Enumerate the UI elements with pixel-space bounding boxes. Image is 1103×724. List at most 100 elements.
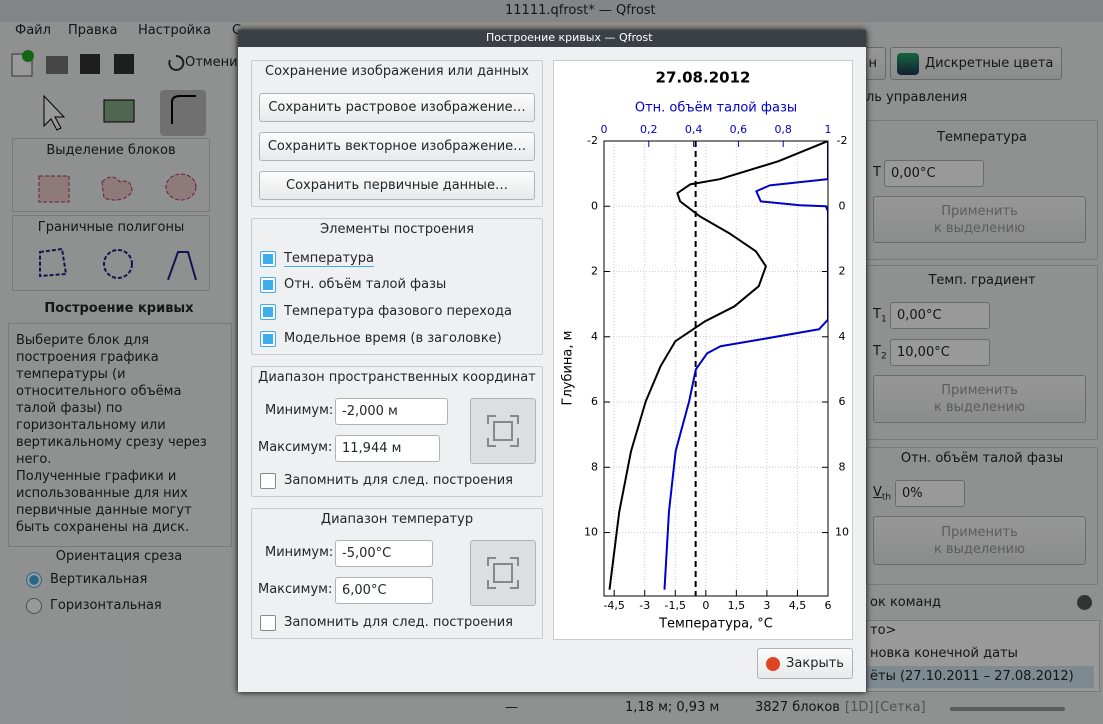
- description-line: талой фазы) по: [16, 401, 123, 416]
- x2-tick-label: 0,4: [685, 123, 703, 136]
- spinbox[interactable]: 0,00°C: [890, 302, 990, 329]
- description-box: [8, 323, 232, 547]
- radio[interactable]: [26, 598, 42, 614]
- panel-title: ль управления: [866, 90, 968, 105]
- x-tick-label: -1,5: [665, 599, 686, 612]
- menu-item[interactable]: Настройка: [138, 23, 211, 38]
- checkbox[interactable]: [260, 473, 276, 489]
- y-tick-label: 0: [591, 199, 598, 212]
- checkbox[interactable]: [260, 277, 276, 293]
- label: Vth: [873, 485, 891, 503]
- series-line: [663, 141, 828, 590]
- status-coords: 1,18 м; 0,93 м: [625, 700, 720, 715]
- button[interactable]: Сохранить первичные данные…: [259, 171, 535, 200]
- checkbox[interactable]: [260, 331, 276, 347]
- menu-item[interactable]: Правка: [68, 23, 118, 38]
- group-box: [866, 265, 1098, 440]
- chart-title: 27.08.2012: [656, 69, 751, 87]
- spinbox[interactable]: 0,00°C: [884, 160, 984, 187]
- fit-button[interactable]: [470, 398, 536, 464]
- undo-button[interactable]: Отмени: [185, 55, 238, 70]
- label: Применить: [941, 524, 1018, 540]
- description-line: вертикальному срезу через: [16, 435, 207, 450]
- v: V: [873, 485, 882, 500]
- command-item[interactable]: новка конечной даты: [870, 646, 1018, 661]
- zoom-slider[interactable]: [950, 707, 1065, 711]
- apply-button[interactable]: Применить к выделению: [873, 196, 1086, 243]
- description-line: Выберите блок для: [16, 333, 149, 348]
- button[interactable]: Сохранить растровое изображение…: [259, 93, 535, 122]
- group-title: Сохранение изображения или данных: [265, 64, 529, 79]
- close-button[interactable]: Закрыть: [757, 648, 853, 679]
- label: T2: [873, 344, 887, 362]
- fit-button[interactable]: [470, 540, 536, 606]
- checkbox-label: Отн. объём талой фазы: [284, 277, 447, 292]
- menu-item[interactable]: С: [232, 23, 242, 38]
- icon: [766, 656, 781, 671]
- command-item[interactable]: то>: [870, 623, 897, 638]
- y-axis-label: Глубина, м: [561, 331, 576, 406]
- t: T: [873, 307, 881, 322]
- checkbox[interactable]: [260, 251, 276, 267]
- y2-tick-label: 0: [839, 199, 846, 212]
- checkbox-label: Температура: [284, 251, 374, 267]
- colors-button[interactable]: Дискретные цвета: [890, 47, 1062, 80]
- radio-label: Горизонтальная: [50, 598, 162, 613]
- group-title: Темп. градиент: [928, 273, 1036, 288]
- y2-tick-label: 4: [839, 330, 846, 343]
- dock-close[interactable]: [1077, 595, 1092, 610]
- button[interactable]: Сохранить векторное изображение…: [259, 132, 535, 161]
- x2-tick-label: 0,6: [730, 123, 748, 136]
- t: T: [873, 344, 881, 359]
- label: Максимум:: [258, 440, 333, 455]
- apply-button[interactable]: Применить к выделению: [873, 375, 1086, 423]
- y-tick-label: 8: [591, 460, 598, 473]
- y2-tick-label: 2: [839, 265, 846, 278]
- group-title: Диапазон температур: [320, 512, 474, 527]
- apply-button[interactable]: Применить к выделению: [873, 516, 1086, 565]
- radio-label: Вертикальная: [50, 572, 148, 587]
- description-line: быть сохранены на диск.: [16, 520, 190, 535]
- label: Минимум:: [265, 545, 334, 560]
- spinbox[interactable]: -5,00°C: [335, 540, 433, 567]
- y-tick-label: 4: [591, 330, 598, 343]
- description-line: горизонтальному или: [16, 418, 166, 433]
- group-title: Элементы построения: [320, 222, 474, 237]
- description-line: температуры (и: [16, 367, 126, 382]
- spinbox[interactable]: 6,00°C: [335, 577, 433, 604]
- spinbox[interactable]: 11,944 м: [335, 435, 440, 462]
- description-line: него.: [16, 452, 52, 467]
- series-line: [608, 141, 828, 590]
- radio[interactable]: [26, 572, 42, 588]
- y-tick-label: -2: [587, 134, 598, 147]
- y2-tick-label: 6: [839, 395, 846, 408]
- status-blocks: 3827 блоков: [755, 700, 840, 715]
- checkbox[interactable]: [260, 304, 276, 320]
- spinbox[interactable]: -2,000 м: [335, 398, 448, 425]
- group-title: Отн. объём талой фазы: [900, 451, 1064, 466]
- y-tick-label: 10: [584, 526, 598, 539]
- label: Минимум:: [265, 403, 334, 418]
- x-tick-label: 6: [825, 599, 832, 612]
- label: T1: [873, 307, 887, 325]
- sub: 1: [880, 314, 887, 325]
- dock-title: ок команд: [870, 595, 942, 610]
- menu-item[interactable]: Файл: [15, 23, 51, 38]
- spinbox[interactable]: 10,00°C: [890, 339, 990, 366]
- group-box: [251, 218, 543, 355]
- label: к выделению: [933, 400, 1026, 415]
- spinbox[interactable]: 0%: [895, 480, 965, 507]
- dialog-title: Построение кривых — Qfrost: [486, 31, 653, 44]
- label: к выделению: [933, 220, 1026, 236]
- label: Применить: [941, 383, 1018, 398]
- description: Выберите блок для построения графика темпе…: [16, 332, 207, 536]
- group-title: Выделение блоков: [46, 143, 176, 158]
- command-item-selected[interactable]: ёты (27.10.2011 – 27.08.2012): [866, 666, 1094, 688]
- x2-tick-label: 0: [601, 123, 608, 136]
- x-tick-label: 1,5: [728, 599, 746, 612]
- x-axis-label: Температура, °C: [658, 617, 773, 632]
- y2-tick-label: 10: [835, 526, 849, 539]
- checkbox[interactable]: [260, 615, 276, 631]
- label: Максимум:: [258, 582, 333, 597]
